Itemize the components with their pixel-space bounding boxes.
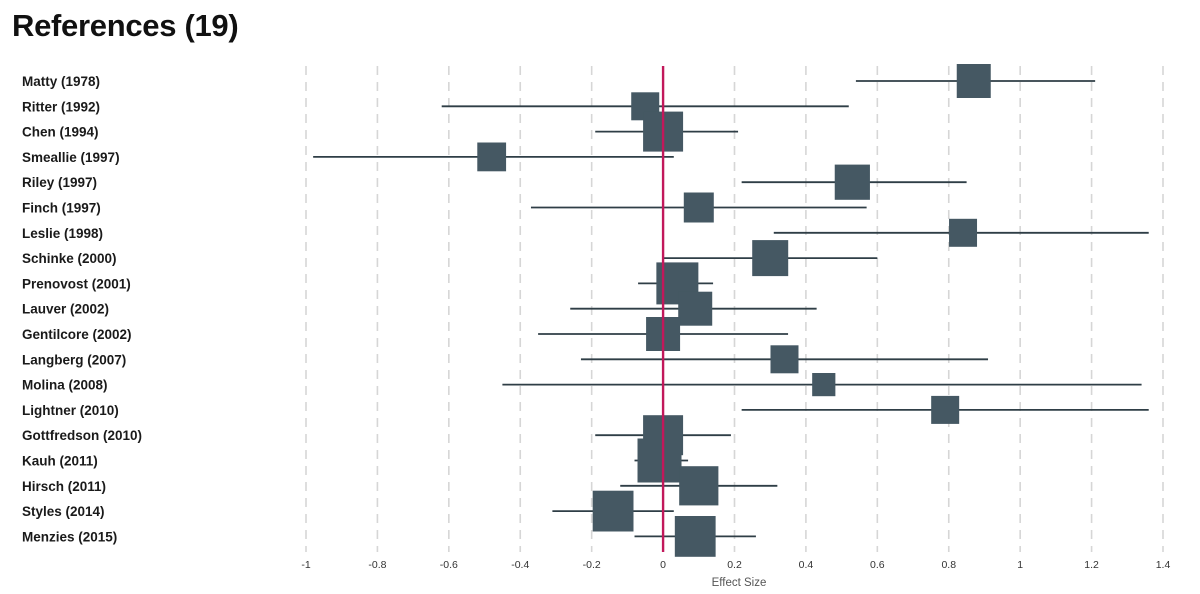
x-tick-label: 1 xyxy=(1017,559,1023,571)
study-label: Smeallie (1997) xyxy=(22,150,120,165)
study-label: Kauh (2011) xyxy=(22,454,98,469)
effect-marker xyxy=(956,64,991,98)
effect-marker xyxy=(679,466,719,506)
x-tick-label: 0.8 xyxy=(941,559,956,571)
study-label: Gentilcore (2002) xyxy=(22,327,132,342)
x-tick-label: -0.6 xyxy=(440,559,458,571)
x-tick-label: 0 xyxy=(660,559,666,571)
study-label: Gottfredson (2010) xyxy=(22,428,142,443)
study-label: Lauver (2002) xyxy=(22,302,109,317)
effect-marker xyxy=(683,192,714,223)
study-label: Ritter (1992) xyxy=(22,99,100,114)
study-label: Langberg (2007) xyxy=(22,352,126,367)
x-tick-label: 0.2 xyxy=(727,559,742,571)
study-label: Hirsch (2011) xyxy=(22,479,106,494)
study-label: Matty (1978) xyxy=(22,74,100,89)
study-labels: Matty (1978) Ritter (1992) Chen (1994) Smea… xyxy=(22,74,142,544)
effect-marker xyxy=(637,438,682,483)
study-label: Lightner (2010) xyxy=(22,403,119,418)
effect-marker xyxy=(812,373,836,397)
study-label: Menzies (2015) xyxy=(22,529,117,544)
effect-marker xyxy=(678,291,713,326)
x-tick-label: -0.4 xyxy=(511,559,529,571)
effect-marker xyxy=(770,345,799,374)
x-tick-label: -0.8 xyxy=(368,559,386,571)
study-label: Leslie (1998) xyxy=(22,226,103,241)
study-label: Schinke (2000) xyxy=(22,251,117,266)
effect-marker xyxy=(931,395,960,424)
study-label: Riley (1997) xyxy=(22,175,97,190)
effect-marker xyxy=(752,240,789,277)
study-label: Molina (2008) xyxy=(22,378,108,393)
effect-marker xyxy=(477,142,507,172)
x-tick-label: -0.2 xyxy=(583,559,601,571)
x-tick-label: -1 xyxy=(301,559,310,571)
x-tick-label: 0.6 xyxy=(870,559,885,571)
effect-marker xyxy=(834,164,870,200)
x-tick-label: 1.2 xyxy=(1084,559,1099,571)
effect-markers xyxy=(477,64,991,557)
study-label: Chen (1994) xyxy=(22,125,99,140)
x-axis-title: Effect Size xyxy=(712,577,767,589)
study-label: Prenovost (2001) xyxy=(22,276,131,291)
effect-marker xyxy=(674,516,716,557)
study-label: Styles (2014) xyxy=(22,504,105,519)
x-axis-ticks: -1 -0.8 -0.6 -0.4 -0.2 0 0.2 0.4 0.6 0.8 1 1.2 1.4 xyxy=(301,559,1170,571)
x-tick-label: 1.4 xyxy=(1156,559,1171,571)
study-label: Finch (1997) xyxy=(22,201,101,216)
confidence-intervals xyxy=(313,80,1149,538)
page-title: References (19) xyxy=(12,8,239,43)
effect-marker xyxy=(949,218,978,247)
effect-marker xyxy=(592,490,634,532)
x-tick-label: 0.4 xyxy=(799,559,814,571)
gridlines xyxy=(305,66,1164,552)
